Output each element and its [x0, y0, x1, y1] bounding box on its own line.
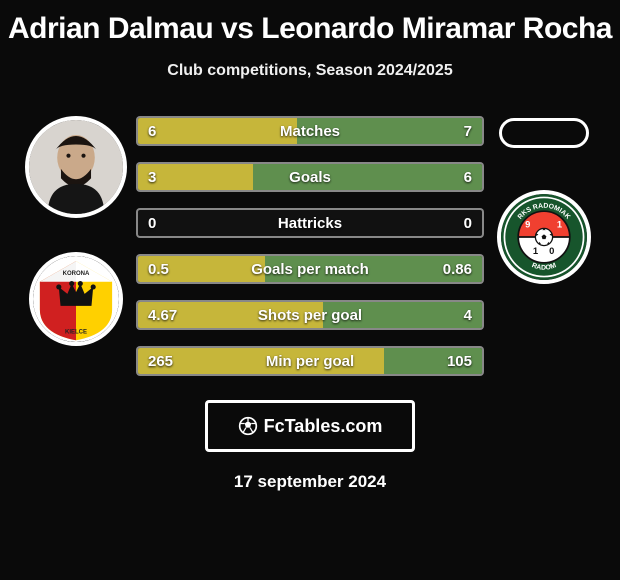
stat-row: 0 0Hattricks	[136, 208, 484, 238]
right-player-column: 9 1 1 0 RKS RADOMIAK RADOM	[484, 110, 604, 284]
stat-fill-left	[138, 256, 265, 282]
stat-row: 4.674Shots per goal	[136, 300, 484, 330]
svg-text:KORONA: KORONA	[63, 271, 90, 277]
stat-row: 67Matches	[136, 116, 484, 146]
right-club-badge: 9 1 1 0 RKS RADOMIAK RADOM	[497, 190, 591, 284]
stat-fill-right	[323, 302, 482, 328]
stat-fill-left	[138, 118, 297, 144]
player-avatar-icon	[29, 120, 123, 214]
svg-text:KIELCE: KIELCE	[65, 329, 87, 335]
club-badge-icon: KORONA KIELCE	[33, 256, 119, 342]
comparison-bars: 67Matches 36Goals 0 0Hattricks 0.50.86Goals …	[136, 110, 484, 376]
page-title: Adrian Dalmau vs Leonardo Miramar Rocha	[0, 0, 620, 46]
stat-value-right: 0	[464, 210, 472, 236]
club-badge-icon: 9 1 1 0 RKS RADOMIAK RADOM	[501, 194, 587, 280]
stat-fill-left	[138, 164, 253, 190]
stat-value-left: 0	[148, 210, 156, 236]
right-player-photo-placeholder	[499, 118, 589, 148]
svg-text:1: 1	[557, 220, 562, 231]
stat-row: 265105Min per goal	[136, 346, 484, 376]
stat-fill-right	[384, 348, 482, 374]
soccer-ball-icon	[238, 416, 258, 436]
comparison-main: KORONA KIELCE 67Matches36Goals00Hattrick…	[0, 110, 620, 376]
date-label: 17 september 2024	[0, 472, 620, 492]
stat-row: 36Goals	[136, 162, 484, 192]
left-club-badge: KORONA KIELCE	[29, 252, 123, 346]
stat-fill-right	[253, 164, 482, 190]
stat-fill-left	[138, 348, 384, 374]
stat-fill-right	[265, 256, 482, 282]
svg-text:9: 9	[525, 220, 530, 231]
stat-label: Hattricks	[138, 210, 482, 236]
stat-row: 0.50.86Goals per match	[136, 254, 484, 284]
left-player-photo	[25, 116, 127, 218]
brand-badge: FcTables.com	[205, 400, 415, 452]
svg-text:0: 0	[549, 246, 554, 257]
stat-fill-right	[297, 118, 482, 144]
svg-text:1: 1	[533, 246, 538, 257]
brand-text: FcTables.com	[264, 416, 383, 437]
left-player-column: KORONA KIELCE	[16, 110, 136, 346]
stat-fill-left	[138, 302, 323, 328]
subtitle: Club competitions, Season 2024/2025	[0, 62, 620, 80]
